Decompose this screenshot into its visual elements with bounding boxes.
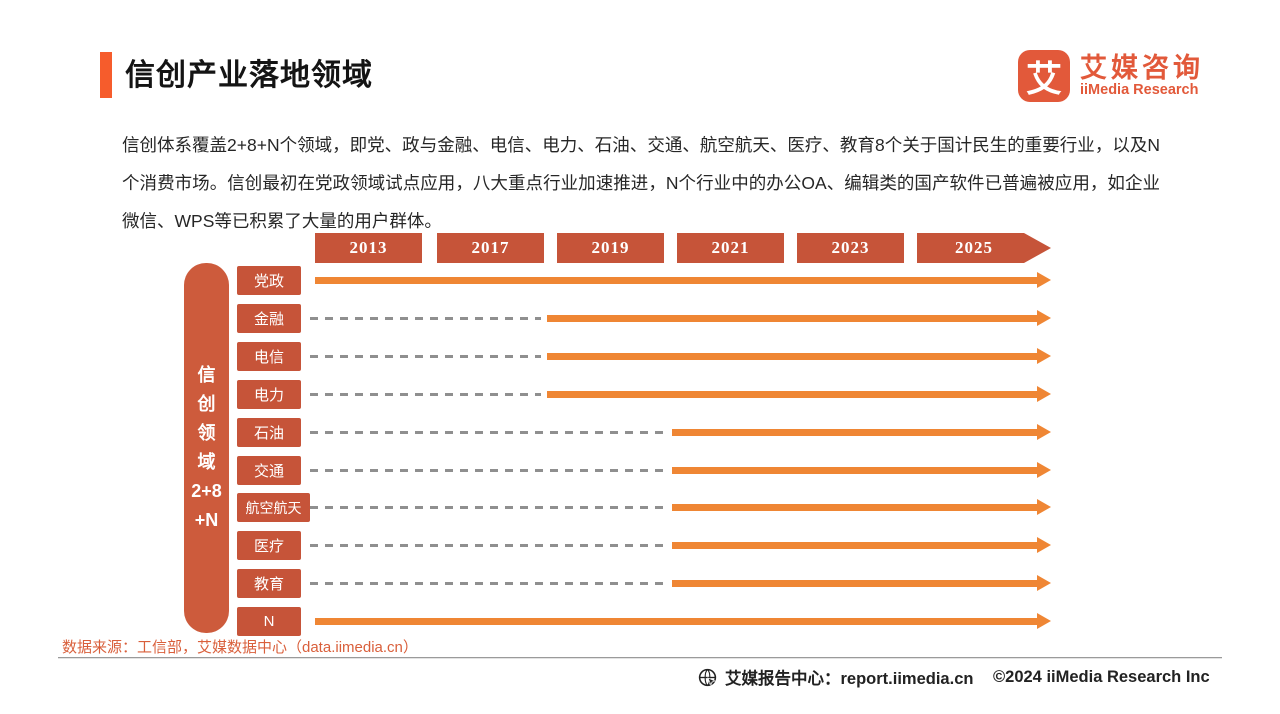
year-box: 2025 [917,233,1051,263]
pre-adoption-dash [310,431,666,434]
iimedia-logo: 艾 艾媒咨询 iiMedia Research [1018,50,1204,102]
adoption-arrow [547,348,1051,364]
iimedia-logo-icon: 艾 [1018,50,1070,102]
adoption-arrow [547,310,1051,326]
adoption-arrow [672,462,1051,478]
row-label: 电信 [237,342,301,371]
axis-side-bar-line: +N [194,510,219,530]
year-box: 2021 [677,233,784,263]
year-box: 2013 [315,233,422,263]
pre-adoption-dash [310,469,666,472]
pre-adoption-dash [310,393,541,396]
logo-name-en: iiMedia Research [1080,82,1199,99]
row-label: 石油 [237,418,301,447]
pre-adoption-dash [310,506,666,509]
logo-text: 艾媒咨询 iiMedia Research [1080,52,1204,99]
pre-adoption-dash [310,582,666,585]
axis-side-bar-line: 领 [197,423,216,443]
row-label: 金融 [237,304,301,333]
adoption-arrow [547,386,1051,402]
adoption-arrow [315,272,1051,288]
year-box: 2019 [557,233,664,263]
row-label: 医疗 [237,531,301,560]
axis-side-bar-line: 创 [197,394,216,414]
copyright-text: ©2024 iiMedia Research Inc [993,668,1210,686]
source-note: 数据来源：工信部，艾媒数据中心（data.iimedia.cn） [62,639,418,656]
footer-report-center: 艾媒报告中心：report.iimedia.cn [697,665,973,689]
row-label: 航空航天 [237,493,310,522]
pre-adoption-dash [310,317,541,320]
axis-side-bar-line: 信 [197,365,216,385]
adoption-arrow [672,499,1051,515]
row-label: 党政 [237,266,301,295]
footer-divider [58,657,1222,659]
pre-adoption-dash [310,544,666,547]
row-label: 交通 [237,456,301,485]
globe-icon [697,667,718,688]
axis-side-bar-line: 域 [197,452,216,472]
year-box: 2017 [437,233,544,263]
adoption-arrow [672,537,1051,553]
row-label: 教育 [237,569,301,598]
report-center-text: 艾媒报告中心：report.iimedia.cn [725,670,974,688]
axis-side-bar-line: 2+8 [191,481,222,501]
intro-paragraph: 信创体系覆盖2+8+N个领域，即党、政与金融、电信、电力、石油、交通、航空航天、… [122,135,1160,231]
year-box: 2023 [797,233,904,263]
adoption-arrow [672,575,1051,591]
title-accent-bar [100,52,112,98]
pre-adoption-dash [310,355,541,358]
row-label: 电力 [237,380,301,409]
adoption-arrow [315,613,1051,629]
page-title: 信创产业落地领域 [125,59,373,92]
axis-side-bar: 信创领域 2+8 +N [184,263,229,633]
logo-name-cn: 艾媒咨询 [1080,52,1204,83]
adoption-arrow [672,424,1051,440]
row-label: N [237,607,301,636]
